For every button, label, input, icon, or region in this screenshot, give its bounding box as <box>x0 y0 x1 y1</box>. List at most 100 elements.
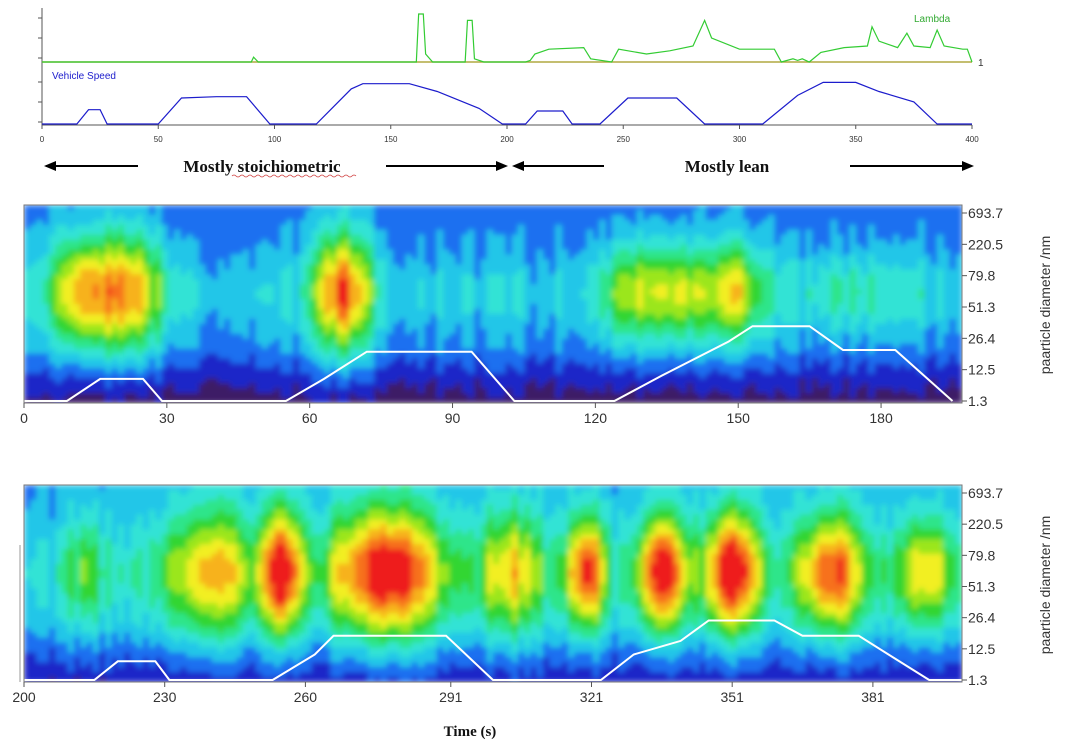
heatmap-cell <box>349 343 357 350</box>
heatmap-cell <box>643 219 650 226</box>
heatmap-cell <box>430 353 438 360</box>
heatmap-cell <box>699 269 707 275</box>
heatmap-cell <box>161 363 169 369</box>
heatmap-cell <box>386 294 394 300</box>
heatmap-cell <box>205 358 213 364</box>
heatmap-cell <box>149 299 156 305</box>
heatmap-cell <box>743 378 750 384</box>
heatmap-cell <box>392 269 400 275</box>
heatmap-cell <box>480 289 488 295</box>
heatmap-cell <box>711 323 719 330</box>
heatmap-cell <box>361 264 369 270</box>
heatmap-cell <box>174 214 181 221</box>
heatmap-cell <box>130 269 138 275</box>
heatmap-cell <box>593 388 600 394</box>
heatmap-cell <box>142 239 150 246</box>
heatmap-cell <box>61 274 69 280</box>
heatmap-cell <box>605 229 613 236</box>
heatmap-cell <box>768 234 775 241</box>
heatmap-cell <box>618 313 625 320</box>
heatmap-cell <box>530 363 538 369</box>
heatmap-cell <box>530 219 538 226</box>
heatmap-cell <box>80 304 88 310</box>
heatmap-cell <box>568 299 575 305</box>
heatmap-cell <box>780 318 788 325</box>
heatmap-cell <box>192 363 200 369</box>
heatmap-cell <box>511 249 519 256</box>
heatmap-cell <box>105 378 113 384</box>
heatmap-cell <box>636 358 644 364</box>
heatmap-cell <box>605 274 613 280</box>
heatmap-cell <box>743 343 750 350</box>
heatmap-cell <box>505 323 513 330</box>
heatmap-cell <box>167 343 175 350</box>
heatmap-cell <box>568 383 575 389</box>
heatmap-cell <box>580 383 588 389</box>
heatmap-cell <box>780 209 788 216</box>
heatmap-cell <box>355 318 363 325</box>
heatmap-cell <box>555 214 563 221</box>
heatmap-cell <box>668 229 675 236</box>
heatmap-cell <box>561 383 569 389</box>
heatmap-cell <box>261 294 269 300</box>
heatmap-cell <box>55 244 63 251</box>
heatmap-cell <box>299 348 306 355</box>
heatmap-cell <box>643 398 650 403</box>
heatmap-cell <box>24 269 31 275</box>
heatmap-cell <box>680 318 688 325</box>
heatmap-cell <box>580 353 588 360</box>
heatmap-cell <box>793 289 801 295</box>
heatmap-cell <box>768 358 775 364</box>
heatmap-cell <box>574 269 582 275</box>
heatmap-cell <box>605 368 613 374</box>
heatmap-cell <box>230 244 238 251</box>
heatmap-cell <box>411 254 419 261</box>
heatmap-cell <box>24 373 31 379</box>
heatmap-cell <box>574 343 582 350</box>
heatmap-cell <box>174 229 181 236</box>
heatmap-cell <box>530 264 538 270</box>
heatmap-cell <box>111 398 119 403</box>
heatmap-cell <box>674 398 682 403</box>
heatmap-cell <box>386 244 394 251</box>
heatmap-cell <box>599 279 607 285</box>
heatmap-cell <box>61 343 69 350</box>
heatmap-cell <box>680 328 688 335</box>
heatmap-cell <box>405 304 413 310</box>
heatmap-cell <box>530 284 538 290</box>
heatmap-cell <box>80 348 88 355</box>
heatmap-cell <box>299 313 306 320</box>
heatmap-cell <box>317 358 325 364</box>
heatmap-cell <box>505 368 513 374</box>
heatmap-cell <box>630 239 638 246</box>
heatmap-cell <box>543 289 550 295</box>
heatmap-cell <box>92 393 100 399</box>
heatmap-cell <box>130 313 138 320</box>
heatmap-cell <box>292 289 300 295</box>
heatmap-cell <box>543 214 550 221</box>
heatmap-cell <box>436 363 444 369</box>
heatmap-cell <box>130 224 138 231</box>
heatmap-cell <box>61 259 69 265</box>
heatmap-cell <box>424 323 432 330</box>
heatmap-cell <box>743 338 750 345</box>
heatmap-cell <box>405 254 413 261</box>
heatmap-cell <box>530 254 538 261</box>
heatmap-cell <box>355 368 363 374</box>
heatmap-cell <box>217 244 225 251</box>
heatmap-cell <box>299 244 306 251</box>
heatmap-cell <box>286 353 294 360</box>
heatmap-cell <box>174 373 181 379</box>
heatmap-cell <box>330 378 338 384</box>
heatmap-cell <box>192 259 200 265</box>
heatmap-cell <box>605 328 613 335</box>
heatmap-cell <box>280 284 288 290</box>
heatmap-cell <box>599 393 607 399</box>
heatmap-cell <box>230 289 238 295</box>
heatmap-cell <box>624 378 632 384</box>
heatmap-cell <box>718 224 725 231</box>
heatmap-cell <box>111 274 119 280</box>
heatmap-cell <box>680 333 688 340</box>
heatmap-cell <box>611 254 619 261</box>
heatmap-cell <box>480 299 488 305</box>
